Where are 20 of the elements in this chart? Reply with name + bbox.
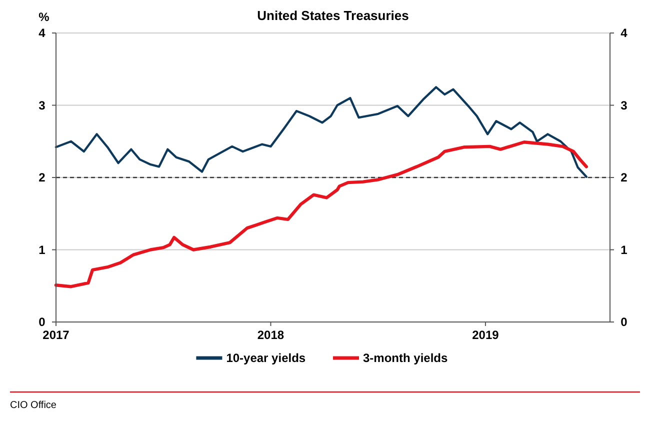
line-series <box>54 140 588 288</box>
y-tick-label: 2 <box>38 170 46 185</box>
chart-title: United States Treasuries <box>257 8 409 23</box>
x-tick-label: 2018 <box>257 328 284 342</box>
x-tick-label: 2017 <box>42 328 70 342</box>
y-tick-label: 4 <box>38 26 46 40</box>
y-tick-label: 0 <box>38 315 46 330</box>
legend-label: 10-year yields <box>226 351 306 366</box>
y-axis-title: % <box>38 10 50 24</box>
y2-tick-label: 1 <box>620 242 628 257</box>
y-tick-label: 1 <box>38 242 46 257</box>
legend-label: 3-month yields <box>363 351 448 366</box>
y2-tick-label: 3 <box>620 98 628 112</box>
x-tick-label: 2019 <box>472 328 500 342</box>
y2-tick-label: 4 <box>620 26 628 40</box>
y-tick-label: 3 <box>38 98 46 112</box>
line-series <box>54 86 588 178</box>
y2-tick-label: 2 <box>620 170 628 185</box>
y2-tick-label: 0 <box>620 315 628 330</box>
text: CIO Office <box>10 400 57 411</box>
